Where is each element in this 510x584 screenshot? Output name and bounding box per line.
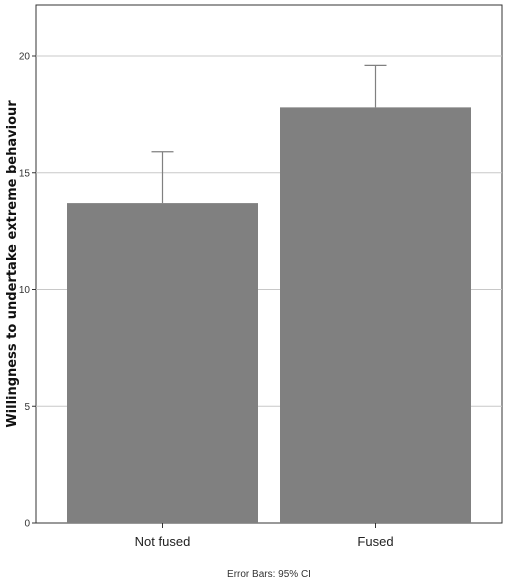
x-category-label: Fused (357, 534, 393, 549)
x-category-label: Not fused (135, 534, 191, 549)
bar-fused (280, 107, 471, 524)
y-tick-labels: 0 5 10 15 20 (19, 52, 36, 530)
y-tick-label: 10 (19, 285, 31, 296)
error-bars (151, 64, 387, 204)
y-tick-label: 20 (19, 52, 31, 63)
x-category-labels: Not fused Fused (135, 523, 394, 549)
bar-not-fused (67, 203, 258, 524)
y-tick-label: 0 (24, 519, 30, 530)
y-tick-label: 5 (24, 402, 30, 413)
y-axis-label: Willingness to undertake extreme behavio… (5, 100, 20, 428)
error-bars-footnote: Error Bars: 95% CI (227, 569, 311, 580)
bars (67, 107, 471, 524)
y-tick-label: 15 (19, 168, 31, 179)
